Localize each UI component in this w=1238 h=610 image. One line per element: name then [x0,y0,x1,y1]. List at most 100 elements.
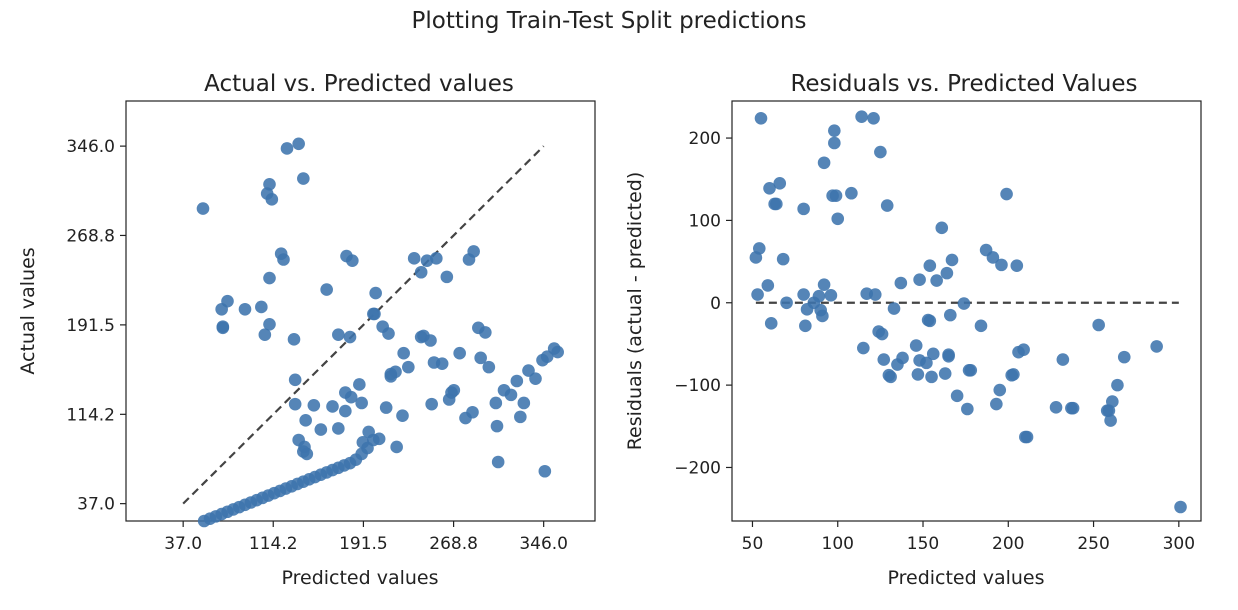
data-point [990,397,1003,411]
data-point [797,202,810,216]
data-point [770,197,783,211]
data-point [332,328,345,342]
data-point [1104,414,1117,427]
data-point [773,177,787,190]
data-point [466,405,479,419]
data-point [797,288,810,301]
data-point [299,414,312,427]
x-axis-ticks: 50 100 150 200 250 300 [742,521,1195,554]
y-tick-label: 37.0 [77,495,115,515]
data-point [896,351,909,365]
data-point [274,247,288,261]
y-tick-label: 0 [710,294,721,314]
data-point [935,221,949,235]
data-point [816,309,829,323]
data-point [923,259,937,273]
y-axis-ticks: −200 −100 0 100 200 [674,129,732,478]
data-point [945,253,959,267]
y-tick-label: −100 [674,376,721,396]
y-tick-label: 114.2 [66,405,115,425]
data-point [344,390,358,404]
y-tick-label: 200 [689,129,721,149]
data-point [828,124,841,137]
data-point [355,396,368,410]
data-point [435,357,449,370]
data-point [462,253,476,266]
data-point [538,464,552,478]
data-point [1117,350,1131,364]
data-point [510,374,524,388]
data-point [764,317,778,330]
figure-suptitle: Plotting Train-Test Split predictions [412,8,807,34]
residuals-vs-predicted-chart: Residuals vs. Predicted Values 50 100 150 2… [624,71,1202,589]
data-point [288,397,302,411]
data-point [763,181,776,195]
data-point [913,273,926,287]
data-point [474,351,487,365]
x-tick-label: 100 [822,534,854,554]
data-point [332,422,345,435]
data-point [1000,187,1013,201]
data-point [1066,401,1080,415]
data-point [1049,401,1063,414]
data-point [940,266,954,280]
data-point [817,156,831,170]
data-point [950,389,964,403]
data-point [490,419,504,433]
data-point [197,514,211,528]
data-point [884,370,897,384]
data-point [875,327,889,341]
y-tick-label: 191.5 [66,316,115,336]
data-point [514,410,527,424]
data-point [867,111,880,125]
data-point [845,186,858,200]
data-point [857,341,870,355]
x-tick-label: 200 [992,534,1024,554]
data-point [995,258,1008,272]
data-point [880,199,894,212]
x-tick-label: 191.5 [339,534,388,554]
data-point [297,445,310,458]
data-point [754,111,768,125]
data-point [489,396,503,410]
x-axis-label: Predicted values [281,567,438,589]
data-point [326,400,339,413]
data-point [255,300,268,314]
data-point [369,286,382,300]
chart-title: Actual vs. Predicted values [204,71,514,97]
y-axis-label: Residuals (actual - predicted) [624,172,646,451]
data-point [911,368,925,381]
data-point [343,330,357,344]
data-point [263,318,276,331]
data-point [368,307,381,321]
data-point [1174,500,1187,514]
data-point [288,373,302,387]
data-point [339,404,352,418]
data-point [551,345,564,359]
data-point [397,346,410,360]
data-point [384,370,398,383]
x-axis-ticks: 37.0 114.2 191.5 268.8 346.0 [164,521,568,554]
y-tick-label: 346.0 [66,137,115,157]
data-point [346,254,359,267]
data-point [780,296,793,310]
y-axis-label: Actual values [17,247,39,374]
data-point [831,212,845,226]
data-point [263,178,276,191]
data-point [923,314,937,328]
data-point [930,274,943,287]
data-point [407,252,421,265]
data-point [453,346,466,360]
data-point [894,276,908,290]
data-point [420,254,434,267]
x-tick-label: 50 [742,534,764,554]
x-tick-label: 250 [1077,534,1109,554]
data-point [926,347,940,361]
data-point [812,289,826,303]
actual-vs-predicted-chart: Actual vs. Predicted values 37.0 114.2 191… [17,71,596,589]
data-point [799,319,812,333]
data-point [216,321,230,335]
x-tick-label: 114.2 [249,534,298,554]
data-point [824,289,838,302]
